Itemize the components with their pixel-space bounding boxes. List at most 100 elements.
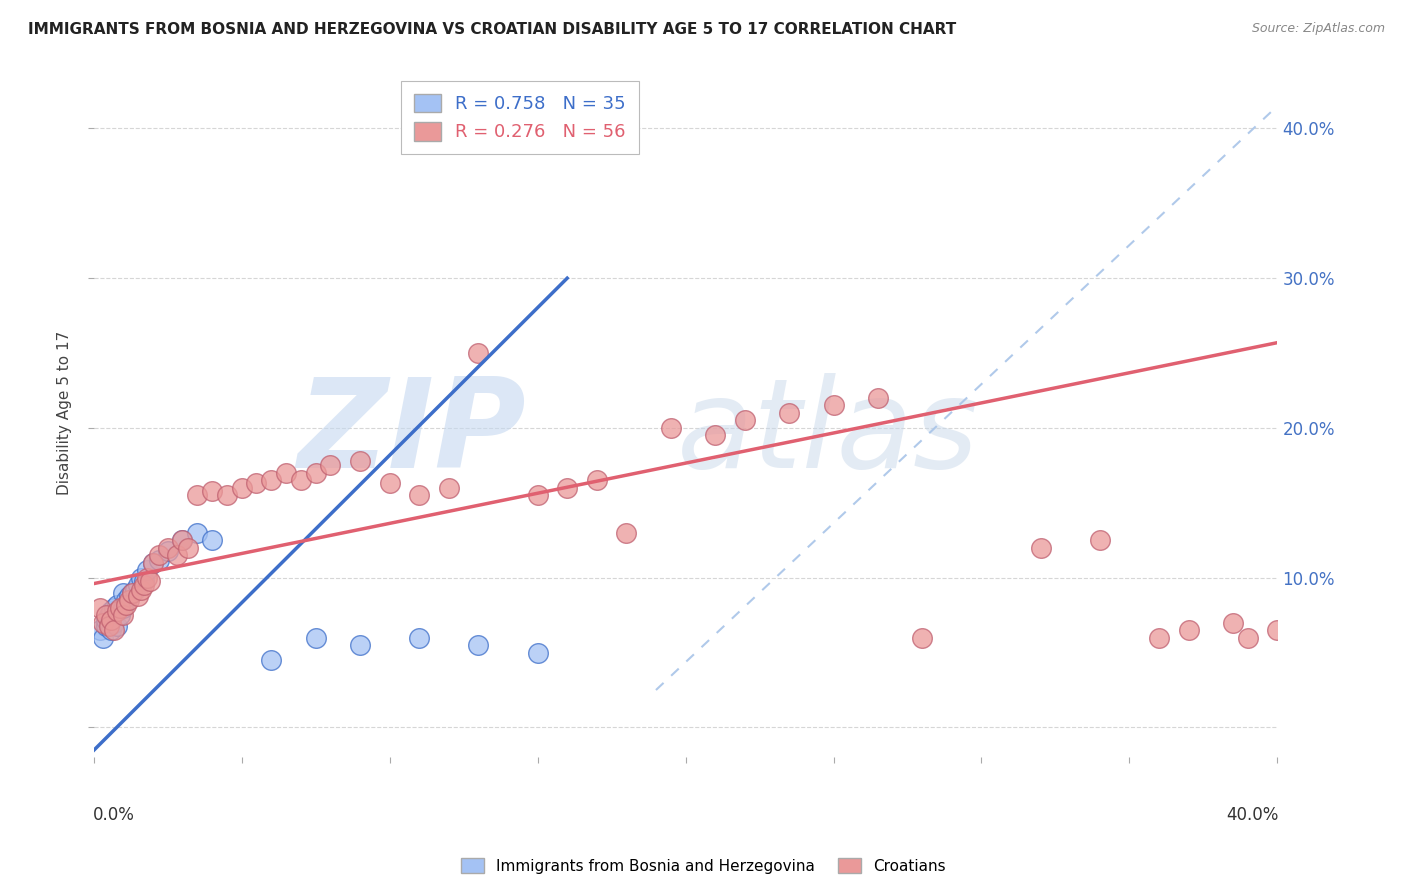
Point: [100, 613, 122, 627]
Point: [1177, 623, 1199, 637]
Point: [129, 582, 152, 597]
Point: [201, 483, 224, 498]
Point: [172, 533, 194, 548]
Point: [349, 638, 371, 652]
Point: [734, 413, 756, 427]
Point: [408, 631, 430, 645]
Point: [118, 593, 141, 607]
Point: [148, 548, 170, 562]
Point: [91, 631, 114, 645]
Point: [1236, 631, 1258, 645]
Point: [110, 608, 132, 623]
Point: [704, 428, 727, 442]
Point: [115, 593, 138, 607]
Point: [778, 406, 800, 420]
Point: [97, 615, 120, 630]
Point: [105, 604, 128, 618]
Point: [132, 574, 155, 588]
Point: [142, 556, 165, 570]
Point: [100, 604, 122, 618]
Legend: R = 0.758   N = 35, R = 0.276   N = 56: R = 0.758 N = 35, R = 0.276 N = 56: [401, 81, 638, 154]
Point: [467, 346, 489, 360]
Point: [555, 481, 578, 495]
Point: [103, 600, 125, 615]
Point: [1088, 533, 1111, 548]
Point: [148, 552, 170, 566]
Point: [142, 556, 165, 570]
Point: [319, 458, 342, 473]
Point: [118, 589, 141, 603]
Point: [1147, 631, 1170, 645]
Point: [129, 571, 152, 585]
Point: [127, 589, 149, 603]
Point: [659, 421, 682, 435]
Point: [136, 563, 159, 577]
Point: [121, 585, 143, 599]
Point: [1267, 623, 1289, 637]
Point: [911, 631, 934, 645]
Point: [166, 548, 188, 562]
Point: [172, 533, 194, 548]
Point: [136, 571, 159, 585]
Point: [231, 481, 253, 495]
Point: [437, 481, 460, 495]
Point: [408, 488, 430, 502]
Point: [124, 582, 146, 597]
Point: [100, 623, 122, 637]
Text: Source: ZipAtlas.com: Source: ZipAtlas.com: [1251, 22, 1385, 36]
Point: [103, 615, 125, 630]
Point: [105, 598, 128, 612]
Point: [112, 585, 135, 599]
Point: [201, 533, 224, 548]
Point: [305, 466, 328, 480]
Point: [94, 613, 117, 627]
Point: [94, 608, 117, 623]
Point: [132, 578, 155, 592]
Point: [290, 474, 312, 488]
Point: [127, 578, 149, 592]
Point: [260, 474, 283, 488]
Text: 40.0%: 40.0%: [1226, 805, 1278, 823]
Point: [186, 525, 208, 540]
Point: [378, 476, 401, 491]
Point: [1222, 615, 1244, 630]
Point: [97, 618, 120, 632]
Point: [467, 638, 489, 652]
Text: 0.0%: 0.0%: [93, 805, 135, 823]
Point: [305, 631, 328, 645]
Point: [585, 474, 607, 488]
Point: [526, 646, 548, 660]
Point: [139, 574, 162, 588]
Point: [91, 615, 114, 630]
Point: [349, 454, 371, 468]
Point: [526, 488, 548, 502]
Point: [94, 618, 117, 632]
Text: IMMIGRANTS FROM BOSNIA AND HERZEGOVINA VS CROATIAN DISABILITY AGE 5 TO 17 CORREL: IMMIGRANTS FROM BOSNIA AND HERZEGOVINA V…: [28, 22, 956, 37]
Y-axis label: Disability Age 5 to 17: Disability Age 5 to 17: [58, 331, 72, 495]
Point: [245, 476, 267, 491]
Point: [112, 608, 135, 623]
Point: [866, 391, 889, 405]
Point: [89, 600, 111, 615]
Text: atlas: atlas: [676, 373, 979, 494]
Point: [121, 585, 143, 599]
Point: [274, 466, 297, 480]
Point: [186, 488, 208, 502]
Point: [614, 525, 637, 540]
Point: [103, 623, 125, 637]
Point: [97, 608, 120, 623]
Point: [156, 543, 179, 558]
Point: [177, 541, 200, 555]
Point: [260, 653, 283, 667]
Point: [110, 600, 132, 615]
Point: [89, 623, 111, 637]
Point: [215, 488, 238, 502]
Point: [823, 399, 845, 413]
Text: ZIP: ZIP: [297, 373, 526, 494]
Legend: Immigrants from Bosnia and Herzegovina, Croatians: Immigrants from Bosnia and Herzegovina, …: [454, 852, 952, 880]
Point: [105, 618, 128, 632]
Point: [112, 600, 135, 615]
Point: [156, 541, 179, 555]
Point: [115, 598, 138, 612]
Point: [1029, 541, 1052, 555]
